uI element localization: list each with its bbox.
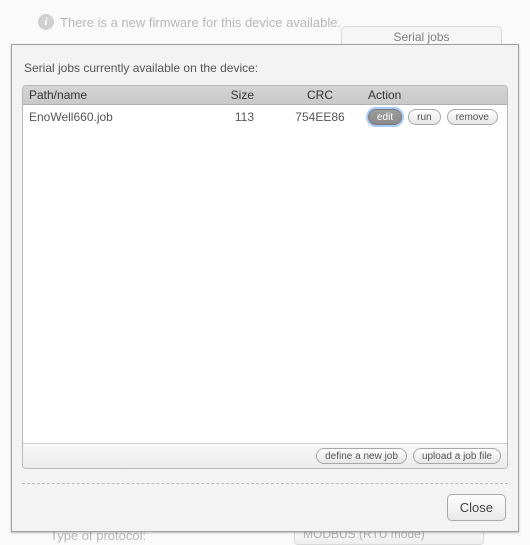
cell-actions: edit run remove [362,105,507,129]
col-crc: CRC [278,86,362,105]
col-size: Size [218,86,278,105]
firmware-text-prefix: There is a [60,15,121,30]
remove-button[interactable]: remove [447,109,498,125]
dialog-title: Serial jobs currently available on the d… [22,55,508,85]
cell-path: EnoWell660.job [23,105,218,129]
edit-button[interactable]: edit [368,109,402,125]
cell-size: 113 [218,105,278,129]
table-row[interactable]: EnoWell660.job 113 754EE86 edit run remo… [23,105,507,129]
col-action: Action [362,86,507,105]
serial-jobs-dialog: Serial jobs currently available on the d… [11,44,519,532]
firmware-link: new firmware for this device [121,15,282,30]
table-empty-area [23,128,507,443]
define-job-button[interactable]: define a new job [316,448,407,464]
close-button[interactable]: Close [447,494,506,521]
jobs-table-container: Path/name Size CRC Action EnoWell660.job… [22,85,508,469]
col-path: Path/name [23,86,218,105]
info-icon: i [38,14,54,30]
table-header: Path/name Size CRC Action [23,86,507,105]
firmware-notice: i There is a new firmware for this devic… [38,14,341,30]
dialog-footer: Close [22,494,508,521]
run-button[interactable]: run [408,109,440,125]
cell-crc: 754EE86 [278,105,362,129]
divider [22,483,508,484]
table-footer: define a new job upload a job file [23,443,507,468]
firmware-text-suffix: available. [283,15,342,30]
jobs-table: Path/name Size CRC Action EnoWell660.job… [23,86,507,128]
upload-job-button[interactable]: upload a job file [413,448,501,464]
